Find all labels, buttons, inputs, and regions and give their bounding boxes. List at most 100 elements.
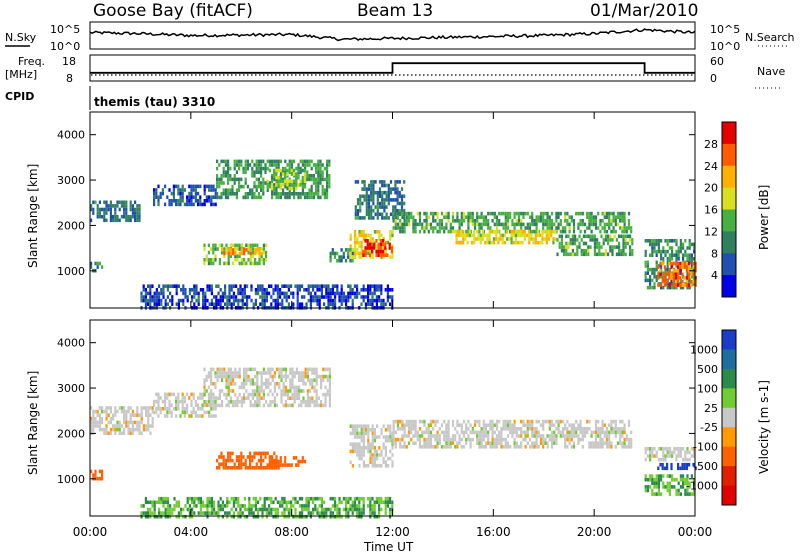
power-cell (301, 302, 304, 306)
power-cell (356, 291, 359, 296)
velocity-cell (149, 413, 152, 417)
power-cell (186, 295, 189, 299)
power-cell (371, 291, 374, 296)
power-cell (356, 212, 360, 217)
power-cell (414, 226, 417, 230)
velocity-cell (427, 437, 430, 442)
power-cell (396, 187, 399, 191)
velocity-cell (670, 466, 673, 471)
power-cell (498, 211, 501, 216)
velocity-cell (421, 419, 424, 424)
power-cell (383, 190, 386, 195)
velocity-cell (387, 424, 390, 428)
power-cell (359, 205, 362, 209)
power-cell (155, 288, 158, 292)
velocity-cell (630, 445, 633, 449)
velocity-scale-swatch-3 (722, 388, 736, 409)
velocity-cell (309, 378, 312, 382)
velocity-cell (307, 496, 310, 501)
power-cell (342, 251, 345, 256)
velocity-cell (666, 466, 669, 471)
power-cell (305, 302, 308, 306)
velocity-cell (238, 374, 241, 379)
power-cell (484, 233, 487, 238)
velocity-cell (434, 419, 437, 424)
power-cell (381, 205, 384, 209)
power-cell (668, 272, 671, 277)
power-cell (495, 226, 499, 230)
velocity-cell (136, 424, 139, 428)
velocity-cell (458, 423, 461, 427)
power-cell (304, 192, 307, 196)
power-cell (288, 166, 291, 171)
power-cell (186, 298, 189, 303)
velocity-cell (313, 367, 316, 372)
velocity-cell (491, 427, 494, 431)
velocity-cell (407, 423, 411, 427)
velocity-cell (354, 449, 357, 454)
velocity-cell (651, 481, 654, 486)
velocity-cell (601, 427, 604, 431)
power-cell (427, 222, 430, 227)
power-cell (649, 242, 652, 247)
velocity-cell (548, 423, 551, 427)
power-cell (440, 219, 444, 223)
velocity-cell (590, 441, 593, 445)
velocity-cell (382, 435, 385, 439)
velocity-cell (345, 511, 348, 515)
power-cell (367, 201, 371, 206)
velocity-cell (583, 430, 587, 435)
power-cell (227, 170, 230, 174)
velocity-cell (653, 477, 656, 482)
velocity-cell (328, 392, 331, 397)
velocity-cell (555, 437, 558, 442)
velocity-cell (226, 511, 229, 515)
power-cell (171, 284, 174, 288)
velocity-band-9 (657, 462, 697, 471)
power-cell (310, 166, 313, 171)
power-cell (517, 215, 521, 219)
power-cell (662, 271, 665, 275)
power-band-13 (556, 234, 634, 257)
velocity-cell (210, 500, 213, 505)
velocity-cell (118, 420, 121, 425)
power-cell (488, 230, 491, 234)
power-cell (268, 284, 271, 288)
velocity-cell (324, 396, 327, 400)
power-cell (679, 249, 682, 254)
velocity-cell (373, 464, 376, 468)
power-cell (173, 284, 176, 288)
power-cell (690, 283, 693, 287)
velocity-cell (147, 427, 150, 432)
power-cell (177, 188, 180, 192)
velocity-cell (284, 459, 287, 464)
power-cell (589, 245, 592, 249)
velocity-cell (232, 374, 235, 379)
velocity-band-4 (216, 451, 280, 470)
power-cell (312, 298, 315, 303)
power-cell (249, 254, 252, 258)
power-cell (542, 211, 545, 216)
velocity-cell (320, 382, 323, 386)
power-cell (299, 195, 302, 200)
velocity-cell (502, 419, 505, 424)
power-cell (356, 240, 359, 245)
power-cell (458, 226, 461, 230)
velocity-cell (169, 511, 172, 515)
power-cell (153, 191, 156, 196)
power-cell (361, 216, 364, 220)
power-cell (307, 298, 310, 303)
power-cell (327, 298, 330, 303)
velocity-cell (232, 504, 235, 508)
power-cell (180, 288, 183, 292)
velocity-cell (147, 420, 150, 425)
velocity-cell (356, 431, 359, 436)
power-cell (550, 233, 553, 238)
power-cell (216, 184, 219, 189)
power-cell (688, 265, 691, 269)
velocity-cell (506, 419, 510, 424)
velocity-cell (407, 430, 411, 435)
velocity-cell (351, 464, 354, 468)
power-cell (277, 195, 280, 200)
power-cell (370, 216, 373, 220)
